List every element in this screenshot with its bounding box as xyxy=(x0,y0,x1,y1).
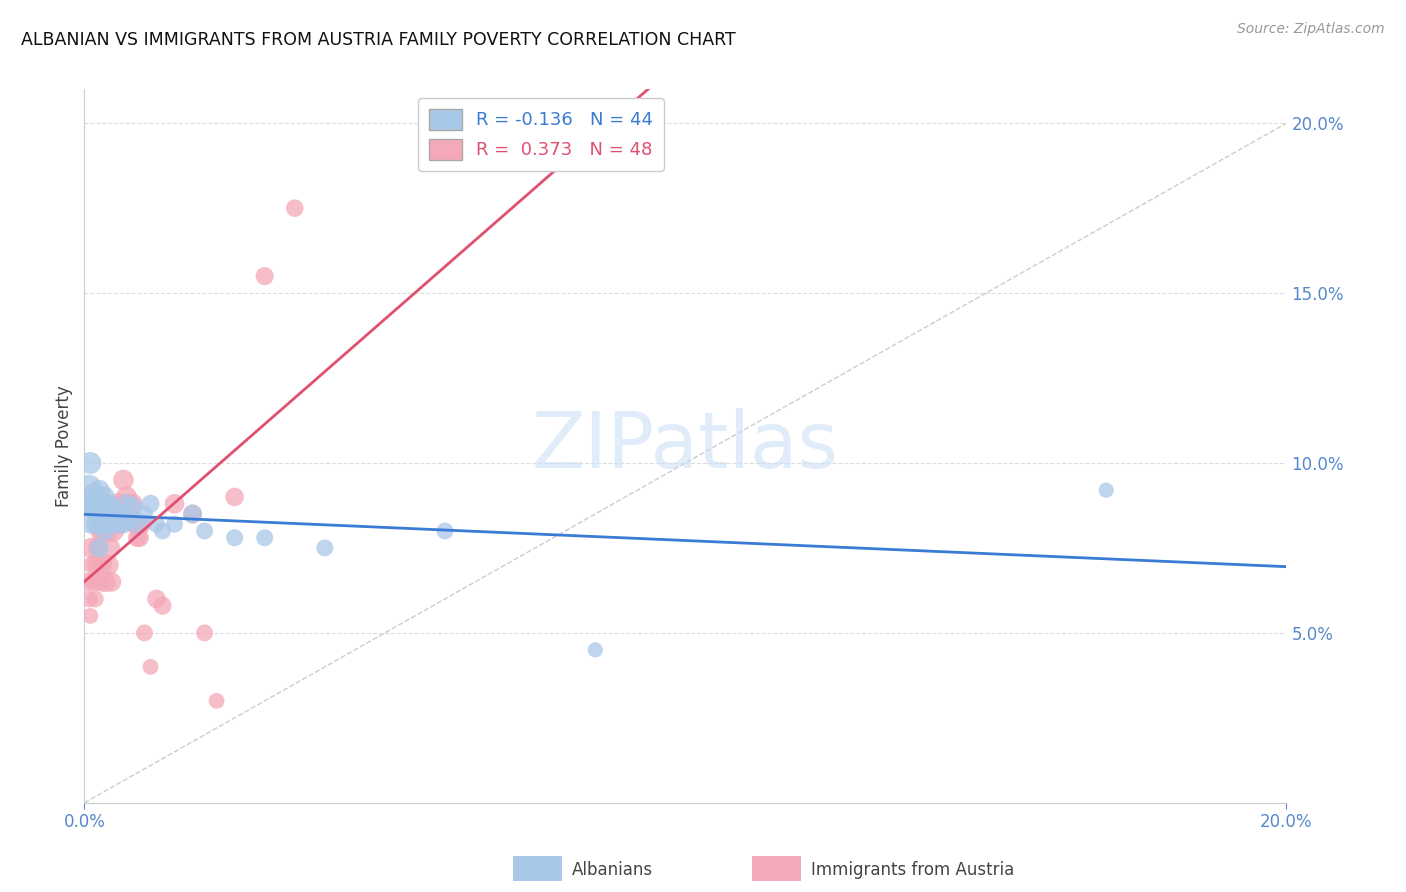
Point xyxy=(118,514,141,528)
Point xyxy=(77,591,100,606)
Point xyxy=(152,524,174,538)
Point xyxy=(82,574,104,589)
Point xyxy=(103,524,125,538)
Point xyxy=(80,514,103,528)
Point xyxy=(93,524,115,538)
Point xyxy=(583,643,606,657)
Point xyxy=(84,517,107,532)
Point xyxy=(163,497,186,511)
Point xyxy=(205,694,228,708)
Point xyxy=(112,473,135,487)
Point xyxy=(117,514,139,528)
Point xyxy=(82,500,104,515)
Point xyxy=(91,497,114,511)
Point xyxy=(89,541,111,555)
Point xyxy=(96,507,118,521)
Point xyxy=(128,531,150,545)
Point xyxy=(94,507,117,521)
Point xyxy=(127,517,149,532)
Text: Immigrants from Austria: Immigrants from Austria xyxy=(811,861,1015,879)
Point xyxy=(194,626,217,640)
Point xyxy=(134,507,156,521)
Point xyxy=(93,490,115,504)
Text: ALBANIAN VS IMMIGRANTS FROM AUSTRIA FAMILY POVERTY CORRELATION CHART: ALBANIAN VS IMMIGRANTS FROM AUSTRIA FAMI… xyxy=(21,31,735,49)
Point xyxy=(91,558,114,572)
Point xyxy=(118,497,141,511)
Point xyxy=(127,531,149,545)
Point xyxy=(82,486,104,500)
Point xyxy=(98,541,121,555)
Point xyxy=(76,574,98,589)
Point xyxy=(86,503,108,517)
Point xyxy=(121,500,143,515)
Text: Source: ZipAtlas.com: Source: ZipAtlas.com xyxy=(1237,22,1385,37)
Point xyxy=(86,493,108,508)
Point xyxy=(124,517,146,532)
Point xyxy=(224,490,246,504)
Point xyxy=(110,500,132,515)
Point xyxy=(134,626,156,640)
Point xyxy=(77,480,100,494)
Point xyxy=(112,517,135,532)
Point xyxy=(145,517,167,532)
Point xyxy=(86,558,108,572)
Point xyxy=(120,514,142,528)
Point xyxy=(103,507,125,521)
Point xyxy=(97,558,120,572)
Point xyxy=(114,497,136,511)
Point xyxy=(127,517,149,532)
Point xyxy=(84,591,107,606)
Point xyxy=(94,574,117,589)
Point xyxy=(79,608,101,623)
Point xyxy=(96,524,118,538)
Point xyxy=(145,591,167,606)
Point xyxy=(434,524,457,538)
Point xyxy=(163,517,186,532)
Point xyxy=(76,497,98,511)
Point xyxy=(121,497,143,511)
Point xyxy=(98,517,121,532)
Point xyxy=(91,517,114,532)
Point xyxy=(111,514,134,528)
Point xyxy=(122,514,145,528)
Point xyxy=(131,517,153,532)
Point xyxy=(89,574,111,589)
Point xyxy=(94,524,117,538)
Point xyxy=(110,507,132,521)
Point xyxy=(152,599,174,613)
Point xyxy=(89,483,111,498)
Point xyxy=(253,531,276,545)
Text: ZIPatlas: ZIPatlas xyxy=(531,408,839,484)
Point xyxy=(224,531,246,545)
Point xyxy=(107,517,129,532)
Point xyxy=(284,201,307,215)
Point xyxy=(139,497,162,511)
Point xyxy=(100,574,122,589)
Point xyxy=(139,660,162,674)
Point xyxy=(194,524,217,538)
Point xyxy=(115,497,138,511)
Point xyxy=(115,490,138,504)
Point xyxy=(79,456,101,470)
Point xyxy=(82,558,104,572)
Point xyxy=(108,517,131,532)
Point xyxy=(90,507,112,521)
Text: Albanians: Albanians xyxy=(572,861,654,879)
Point xyxy=(97,497,120,511)
Point xyxy=(253,269,276,284)
Point xyxy=(103,514,125,528)
Point xyxy=(100,500,122,515)
Point xyxy=(181,507,204,521)
Point xyxy=(80,541,103,555)
Point xyxy=(103,514,125,528)
Legend: R = -0.136   N = 44, R =  0.373   N = 48: R = -0.136 N = 44, R = 0.373 N = 48 xyxy=(419,98,664,170)
Point xyxy=(86,541,108,555)
Point xyxy=(314,541,336,555)
Point xyxy=(90,524,112,538)
Point xyxy=(86,517,108,532)
Point xyxy=(181,507,204,521)
Point xyxy=(107,497,129,511)
Point xyxy=(1095,483,1118,498)
Y-axis label: Family Poverty: Family Poverty xyxy=(55,385,73,507)
